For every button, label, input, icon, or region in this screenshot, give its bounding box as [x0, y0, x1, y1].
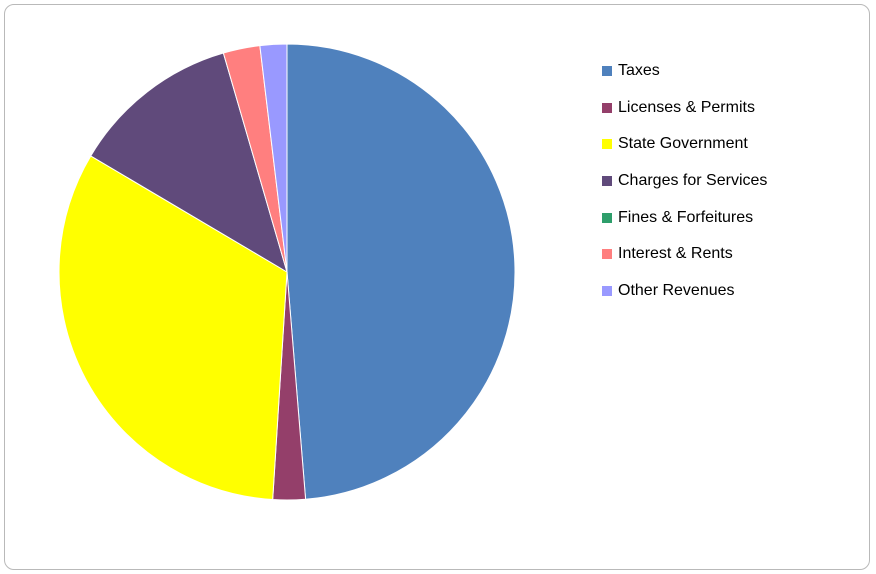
legend-label-taxes: Taxes [618, 62, 660, 80]
pie-slice-taxes [286, 43, 516, 500]
legend-label-licenses-permits: Licenses & Permits [618, 98, 755, 116]
legend-swatch-other-revenues [602, 285, 612, 296]
legend-swatch-state-government [602, 139, 612, 150]
legend-swatch-fines-forfeitures [602, 212, 612, 223]
legend-label-charges-for-services: Charges for Services [618, 172, 768, 190]
legend-label-other-revenues: Other Revenues [618, 281, 735, 299]
legend-swatch-licenses-permits [602, 102, 612, 113]
legend-item-other-revenues: Other Revenues [602, 273, 767, 310]
legend-swatch-taxes [602, 66, 612, 77]
legend-item-charges-for-services: Charges for Services [602, 163, 767, 200]
pie-slice-state-government [58, 155, 288, 501]
legend-item-interest-rents: Interest & Rents [602, 236, 767, 273]
pie-chart [58, 43, 516, 501]
legend-label-fines-forfeitures: Fines & Forfeitures [618, 208, 754, 226]
legend-label-interest-rents: Interest & Rents [618, 245, 733, 263]
pie-slice-other-revenues [259, 43, 288, 273]
chart-area: Taxes Licenses & Permits State Governmen… [4, 4, 870, 570]
legend-item-fines-forfeitures: Fines & Forfeitures [602, 199, 767, 236]
legend-swatch-charges-for-services [602, 176, 612, 187]
legend-item-taxes: Taxes [602, 53, 767, 90]
pie-slice-charges-for-services [90, 52, 288, 274]
legend: Taxes Licenses & Permits State Governmen… [602, 53, 767, 309]
legend-swatch-interest-rents [602, 249, 612, 260]
legend-item-licenses-permits: Licenses & Permits [602, 90, 767, 127]
legend-label-state-government: State Government [618, 135, 748, 153]
legend-item-state-government: State Government [602, 126, 767, 163]
